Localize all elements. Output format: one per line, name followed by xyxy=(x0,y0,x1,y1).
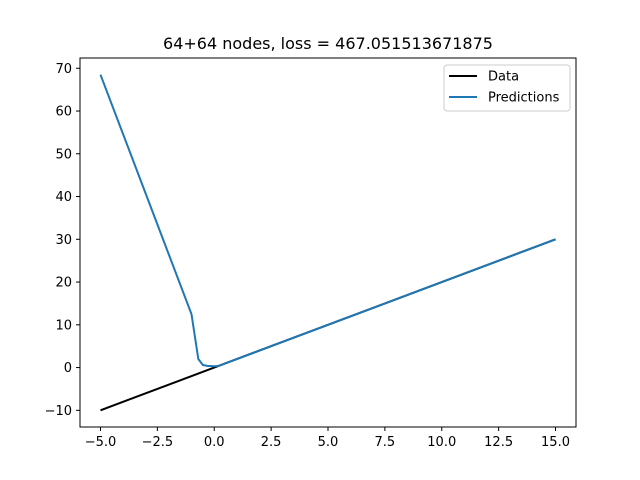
x-tick-label: 15.0 xyxy=(541,435,570,450)
series-line-predictions xyxy=(99,74,556,368)
legend-label-data: Data xyxy=(488,70,519,85)
legend: Data Predictions xyxy=(443,64,571,112)
x-tick-label: −2.5 xyxy=(142,435,174,450)
x-tick-label: 7.5 xyxy=(375,435,396,450)
y-tick-label: 20 xyxy=(55,276,72,291)
plot-area xyxy=(99,74,556,412)
x-tick-label: 10.0 xyxy=(427,435,456,450)
x-tick-label: 0.0 xyxy=(204,435,225,450)
y-tick-label: 70 xyxy=(55,62,72,77)
y-tick-label: 60 xyxy=(55,105,72,120)
x-tick-label: 5.0 xyxy=(318,435,339,450)
x-tick-label: −5.0 xyxy=(85,435,117,450)
y-tick-label: 40 xyxy=(55,190,72,205)
chart-title: 64+64 nodes, loss = 467.051513671875 xyxy=(163,34,493,53)
y-axis: −10 0 10 20 30 40 50 60 70 xyxy=(45,62,80,419)
x-tick-label: 12.5 xyxy=(484,435,513,450)
x-axis: −5.0 −2.5 0.0 2.5 5.0 7.5 10.0 12.5 15.0 xyxy=(85,427,570,450)
y-tick-label: 0 xyxy=(64,361,72,376)
y-tick-label: 50 xyxy=(55,147,72,162)
y-tick-label: 10 xyxy=(55,318,72,333)
y-tick-label: −10 xyxy=(45,404,72,419)
y-tick-label: 30 xyxy=(55,233,72,248)
legend-label-predictions: Predictions xyxy=(488,91,560,106)
x-tick-label: 2.5 xyxy=(261,435,282,450)
